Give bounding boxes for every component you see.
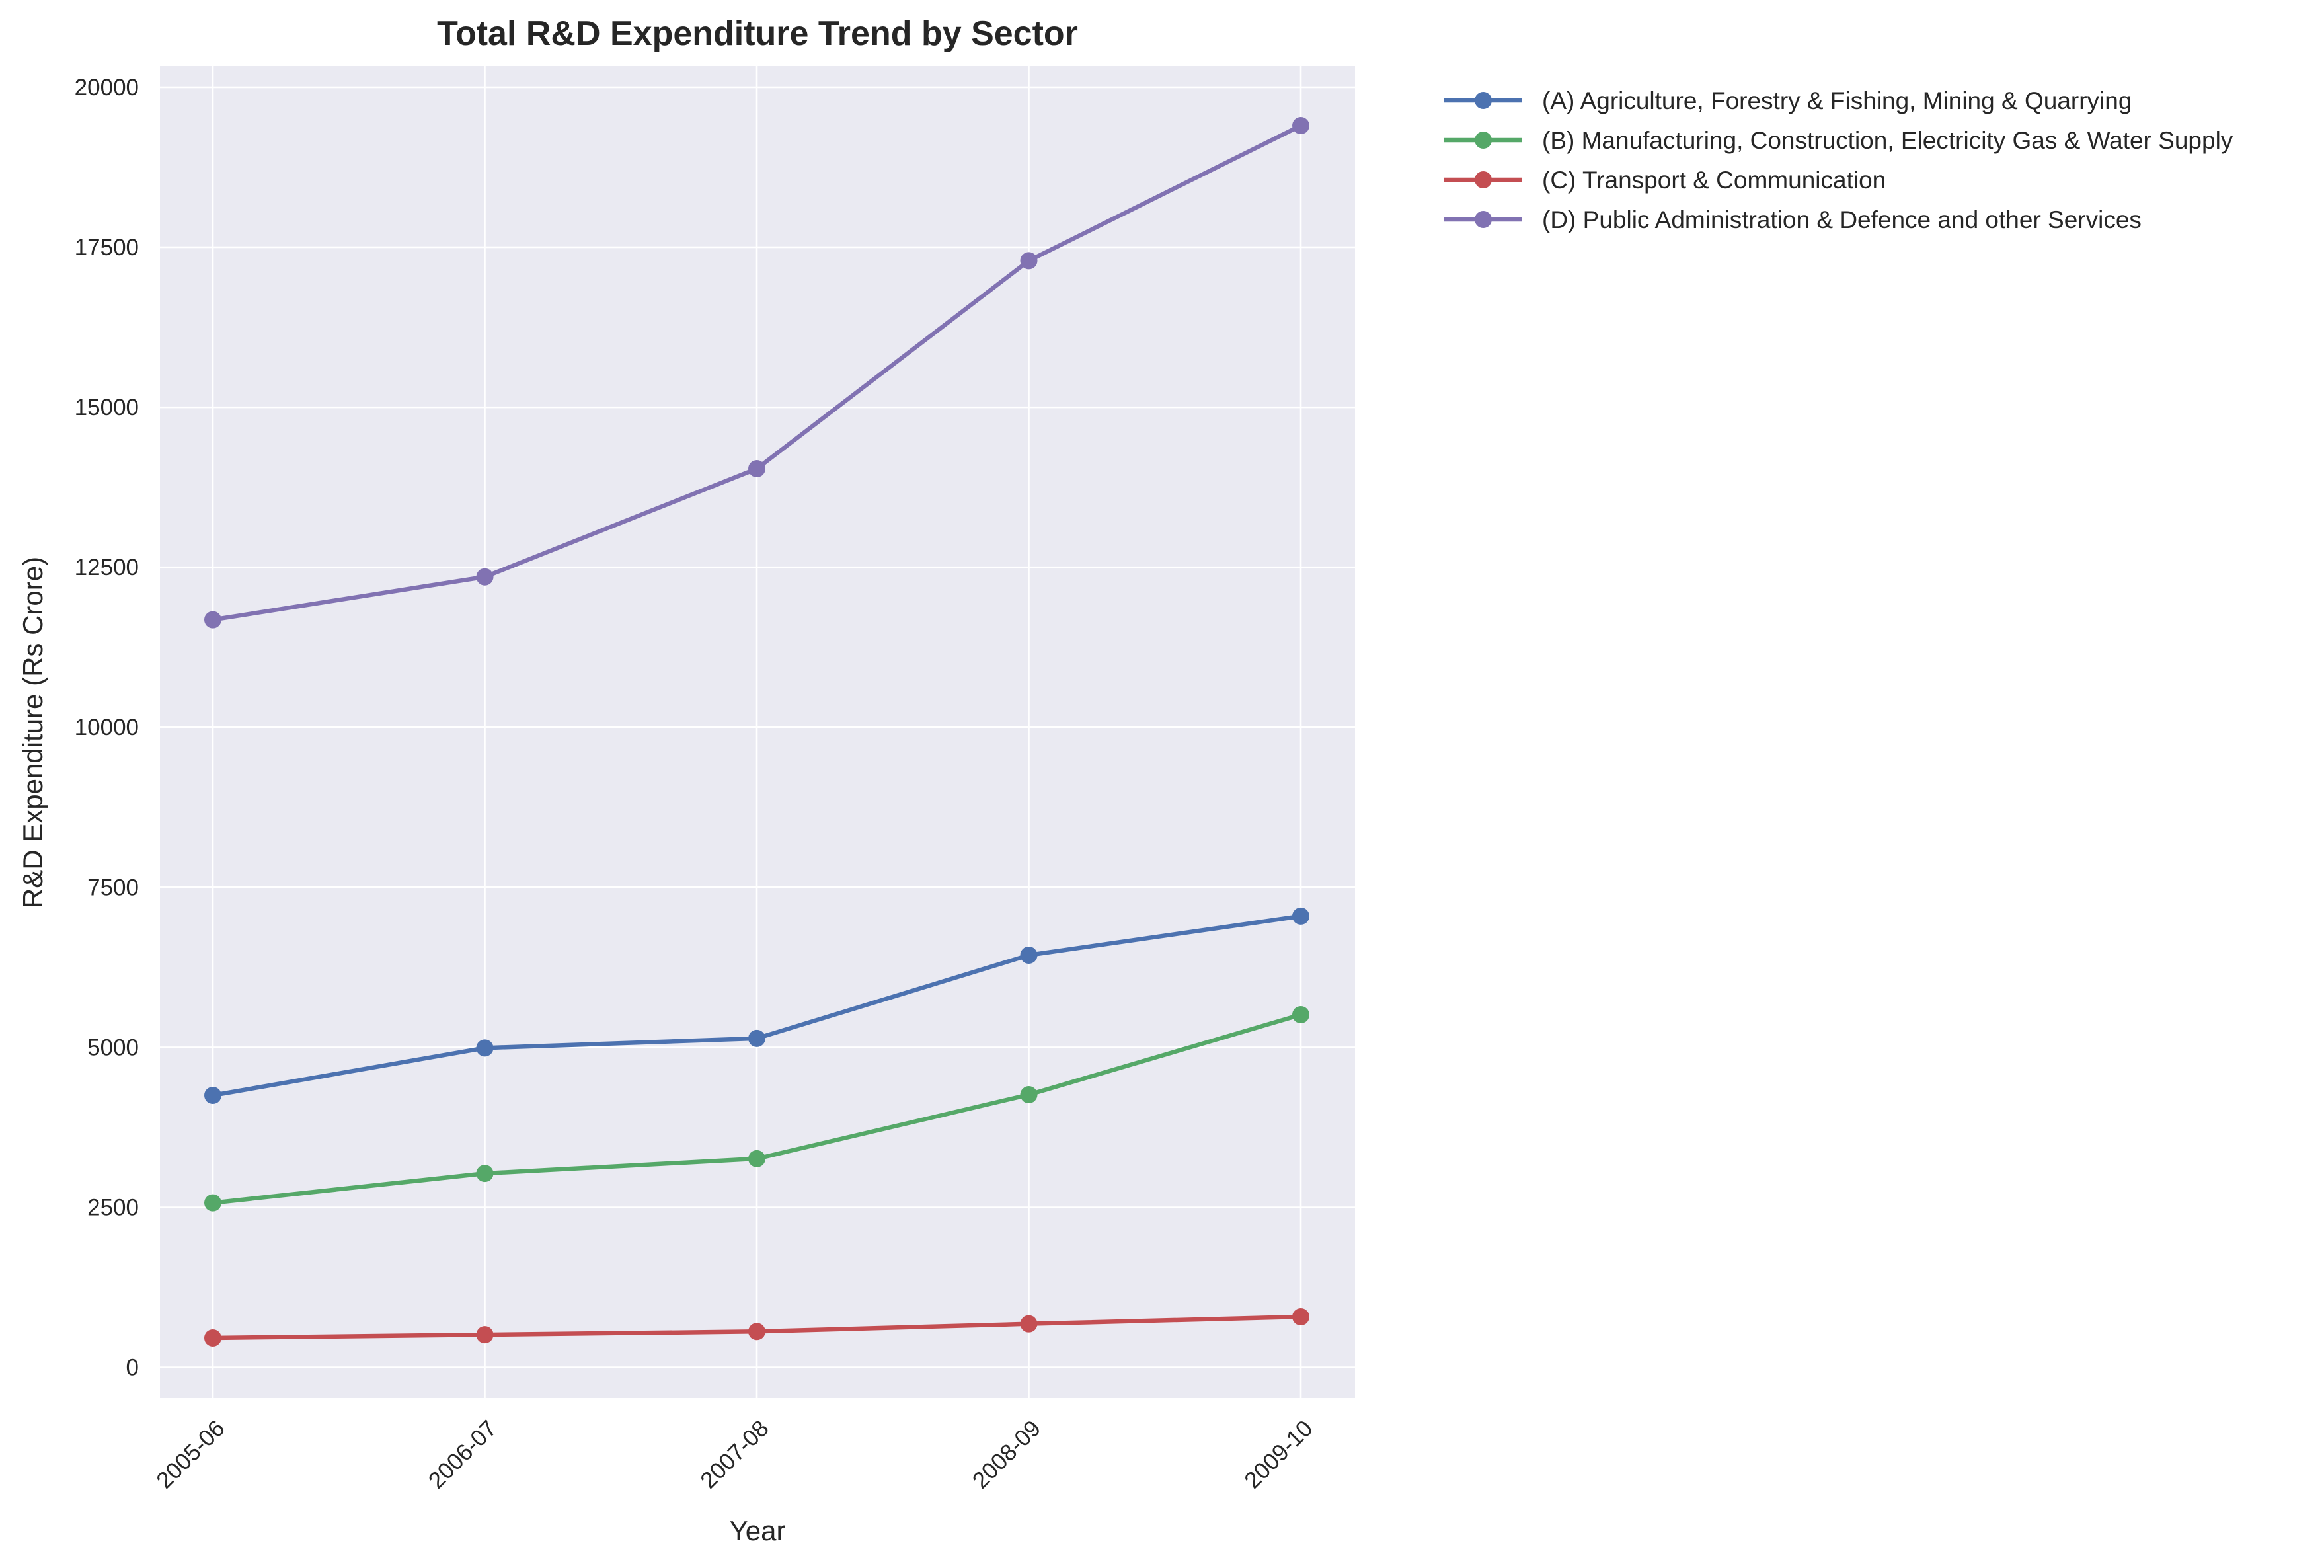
data-point xyxy=(1020,1315,1038,1333)
data-point xyxy=(748,1150,765,1167)
x-axis-label: Year xyxy=(730,1515,786,1546)
x-axis-ticks: 2005-06 2006-07 2007-08 2008-09 2009-10 xyxy=(151,1415,1317,1493)
data-point xyxy=(476,568,494,586)
data-point xyxy=(204,1194,221,1212)
legend-label: (C) Transport & Communication xyxy=(1542,167,1886,194)
y-tick-label: 2500 xyxy=(87,1195,139,1220)
x-tick-label: 2007-08 xyxy=(695,1415,773,1493)
y-tick-label: 17500 xyxy=(75,235,139,260)
legend-label: (B) Manufacturing, Construction, Electri… xyxy=(1542,127,2233,154)
data-point xyxy=(476,1326,494,1344)
y-tick-label: 7500 xyxy=(87,875,139,900)
y-tick-label: 15000 xyxy=(75,395,139,420)
legend-marker xyxy=(1475,132,1492,149)
data-point xyxy=(748,1029,765,1047)
x-tick-label: 2006-07 xyxy=(424,1415,502,1493)
data-point xyxy=(204,1329,221,1347)
legend-label: (D) Public Administration & Defence and … xyxy=(1542,206,2142,233)
x-tick-label: 2008-09 xyxy=(968,1415,1046,1493)
series-lines xyxy=(204,117,1309,1347)
legend-item: (C) Transport & Communication xyxy=(1444,167,1886,194)
legend-item: (D) Public Administration & Defence and … xyxy=(1444,206,2142,233)
y-tick-label: 10000 xyxy=(75,715,139,740)
y-axis-label: R&D Expenditure (Rs Crore) xyxy=(17,557,48,908)
y-tick-label: 5000 xyxy=(87,1035,139,1060)
legend-marker xyxy=(1475,92,1492,109)
data-point xyxy=(204,1087,221,1105)
data-point xyxy=(1292,1005,1309,1023)
data-point xyxy=(1292,1308,1309,1326)
series-1 xyxy=(204,907,1309,1105)
data-point xyxy=(476,1165,494,1183)
series-4 xyxy=(204,117,1309,629)
x-tick-label: 2009-10 xyxy=(1239,1415,1317,1493)
x-tick-label: 2005-06 xyxy=(151,1415,229,1493)
legend-marker xyxy=(1475,171,1492,188)
data-point xyxy=(1020,1086,1038,1104)
data-point xyxy=(204,611,221,629)
series-3 xyxy=(204,1308,1309,1347)
legend: (A) Agriculture, Forestry & Fishing, Min… xyxy=(1444,87,2233,233)
series-2 xyxy=(204,1005,1309,1212)
data-point xyxy=(1292,907,1309,925)
data-point xyxy=(1020,252,1038,270)
data-point xyxy=(1020,946,1038,964)
y-axis-ticks: 0 2500 5000 7500 10000 12500 15000 17500 20000 xyxy=(75,75,139,1381)
data-point xyxy=(748,1323,765,1341)
legend-label: (A) Agriculture, Forestry & Fishing, Min… xyxy=(1542,87,2132,114)
legend-item: (A) Agriculture, Forestry & Fishing, Min… xyxy=(1444,87,2132,114)
legend-marker xyxy=(1475,211,1492,228)
legend-item: (B) Manufacturing, Construction, Electri… xyxy=(1444,127,2233,154)
y-tick-label: 20000 xyxy=(75,75,139,100)
data-point xyxy=(748,460,765,478)
data-point xyxy=(1292,117,1309,135)
y-tick-label: 0 xyxy=(126,1355,139,1381)
chart-title: Total R&D Expenditure Trend by Sector xyxy=(437,15,1078,53)
data-point xyxy=(476,1039,494,1057)
y-tick-label: 12500 xyxy=(75,555,139,580)
